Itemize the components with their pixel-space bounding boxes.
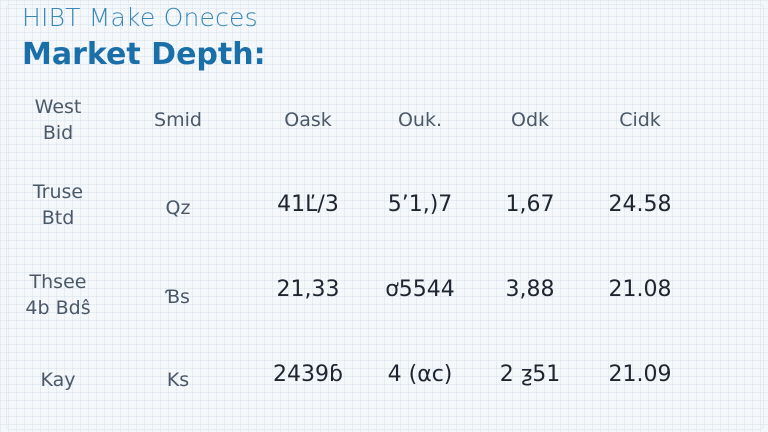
table-row: Thsee 4b Bdŝ Ɓs 21,33 ơ5544 3,88 21.08: [0, 260, 768, 320]
cell: Ɓs: [166, 286, 190, 308]
cell: 2 ƺ51: [499, 362, 561, 387]
cell: ơ5544: [385, 277, 455, 302]
cell: 4 (αc): [387, 362, 453, 387]
column-header: Smid: [154, 109, 202, 131]
cell: 3,88: [505, 277, 555, 302]
cell: 41Ľ/3: [277, 192, 339, 217]
page-subtitle: HIBT Make Oneces: [22, 3, 258, 32]
cell: 24.58: [608, 192, 672, 217]
cell: 1,67: [505, 192, 555, 217]
cell: 5’1,)7: [387, 192, 453, 217]
cell: 2439ɓ: [273, 362, 343, 387]
table-row: Truse Btd Qz 41Ľ/3 5’1,)7 1,67 24.58: [0, 175, 768, 235]
row-label: Kay: [40, 369, 76, 391]
column-header: Cidk: [619, 109, 661, 131]
cell: Ks: [166, 369, 190, 391]
column-header: Oask: [284, 109, 332, 131]
cell: 21,33: [276, 277, 340, 302]
column-header: West Bid: [34, 96, 82, 144]
cell: 21.08: [608, 277, 672, 302]
cell: 21.09: [608, 362, 672, 387]
table-header: West Bid Smid Oask Ouk. Odk Cidk: [0, 90, 768, 150]
column-header: Odk: [510, 109, 550, 131]
cell: Qz: [165, 197, 191, 219]
table-row: Kay Ks 2439ɓ 4 (αc) 2 ƺ51 21.09: [0, 345, 768, 405]
row-label: Thsee 4b Bdŝ: [25, 271, 91, 319]
column-header: Ouk.: [397, 109, 443, 131]
row-label: Truse Btd: [32, 181, 84, 229]
market-depth-panel: [6, 4, 764, 430]
page-title: Market Depth:: [22, 37, 266, 72]
